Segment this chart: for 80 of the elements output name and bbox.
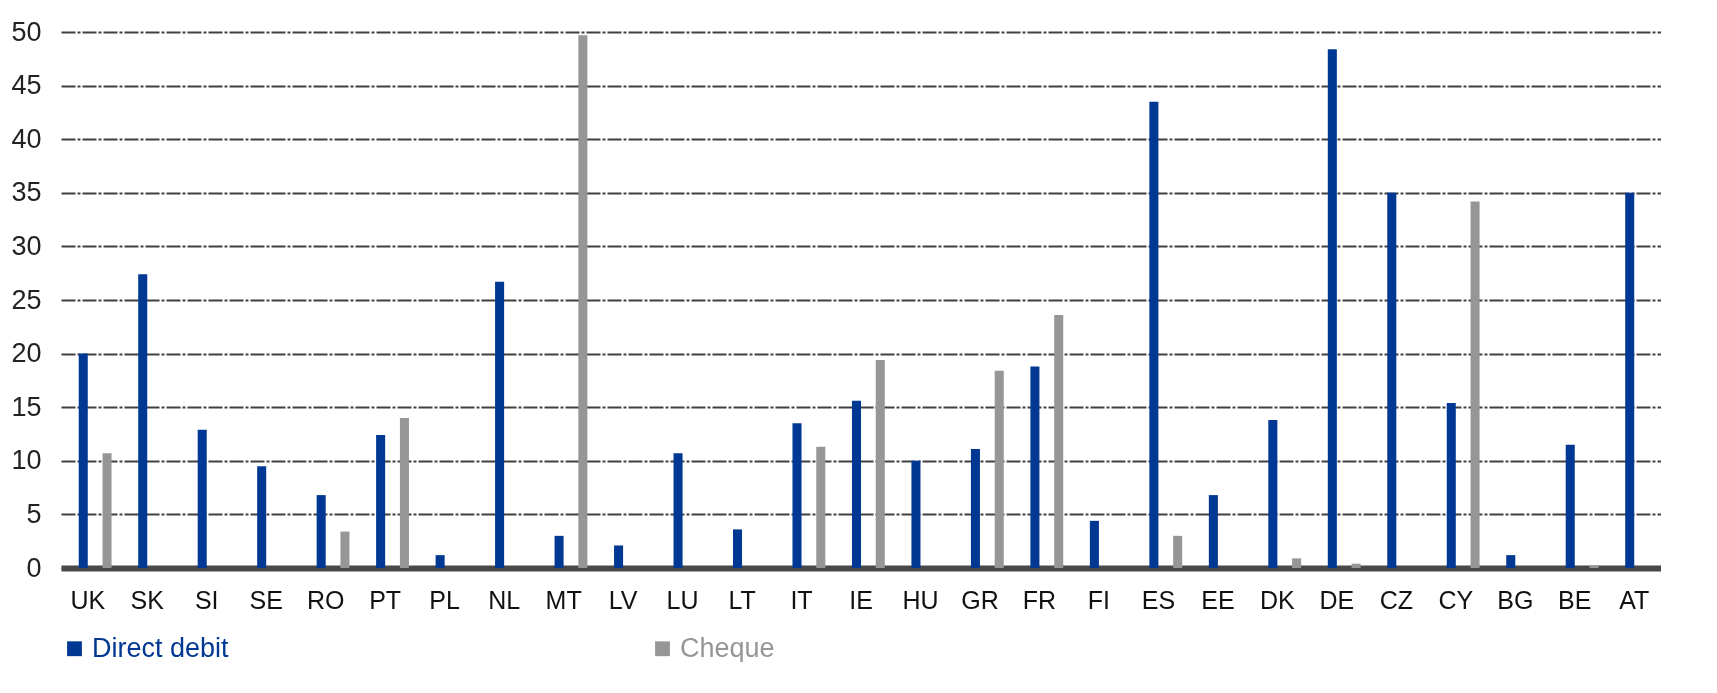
bar	[970, 449, 980, 568]
y-tick-label: 35	[11, 177, 42, 208]
bar	[733, 529, 743, 568]
bar	[78, 353, 88, 568]
bar	[1089, 520, 1099, 568]
x-tick-label: DK	[1259, 585, 1296, 614]
bar	[316, 495, 326, 568]
bar	[1625, 192, 1635, 568]
y-tick-label: 15	[11, 391, 42, 422]
bar	[792, 423, 802, 568]
bar	[1506, 555, 1516, 568]
bar	[1446, 402, 1456, 568]
y-tick-label: 40	[11, 123, 42, 154]
x-tick-label: ES	[1141, 585, 1176, 614]
bar	[1030, 366, 1040, 568]
bar	[102, 453, 112, 568]
y-tick-label: 50	[11, 16, 42, 47]
bar	[1327, 49, 1337, 568]
bar	[435, 555, 445, 568]
bar	[994, 370, 1004, 568]
x-tick-label: IT	[790, 585, 813, 614]
bar	[1054, 315, 1064, 568]
bar	[376, 435, 386, 568]
x-tick-label: PL	[429, 585, 461, 614]
x-tick-label: BG	[1497, 585, 1534, 614]
y-tick-label: 5	[26, 498, 42, 529]
x-tick-label: AT	[1619, 585, 1650, 614]
bar	[614, 545, 624, 568]
x-tick-label: FR	[1022, 585, 1057, 614]
x-tick-label: SK	[130, 585, 165, 614]
x-tick-label: NL	[488, 585, 521, 614]
x-tick-label: LU	[666, 585, 699, 614]
bar	[197, 429, 207, 568]
x-tick-label: FI	[1087, 585, 1111, 614]
bar	[1351, 563, 1361, 568]
y-tick-label: 20	[11, 338, 42, 369]
bar	[851, 400, 861, 568]
x-tick-label: CY	[1438, 585, 1474, 614]
bar	[1387, 192, 1397, 568]
y-tick-label: 0	[26, 552, 42, 583]
x-tick-label: HU	[902, 585, 939, 614]
x-tick-label: PT	[369, 585, 402, 614]
bar	[1173, 535, 1183, 568]
bar	[340, 531, 350, 568]
bar	[1470, 201, 1480, 568]
bar	[1589, 565, 1599, 568]
x-tick-label: IE	[849, 585, 873, 614]
x-tick-label: CZ	[1379, 585, 1413, 614]
x-tick-label: DE	[1319, 585, 1355, 614]
bar	[816, 446, 826, 568]
bar	[1149, 101, 1159, 568]
y-tick-label: 30	[11, 230, 42, 261]
x-tick-label: BE	[1558, 585, 1592, 614]
x-tick-label: LT	[728, 585, 756, 614]
legend-label: Cheque	[680, 632, 775, 663]
bar	[1292, 558, 1302, 568]
x-tick-label: GR	[961, 585, 999, 614]
y-tick-label: 10	[11, 445, 42, 476]
x-tick-label: LV	[608, 585, 638, 614]
x-tick-label: RO	[306, 585, 345, 614]
x-tick-label: EE	[1201, 585, 1235, 614]
bar	[1208, 495, 1218, 568]
y-tick-label: 25	[11, 284, 42, 315]
bar	[673, 453, 683, 568]
bar	[1565, 444, 1575, 568]
bar	[495, 281, 505, 568]
x-tick-label: SI	[194, 585, 219, 614]
bar	[1268, 420, 1278, 568]
bar	[911, 460, 921, 568]
y-tick-label: 45	[11, 70, 42, 101]
bar	[578, 35, 588, 568]
bar	[554, 535, 564, 568]
legend-label: Direct debit	[92, 632, 230, 663]
bar	[138, 274, 148, 568]
x-tick-label: SE	[249, 585, 283, 614]
x-tick-label: UK	[70, 585, 106, 614]
bar	[875, 360, 885, 568]
bar	[257, 466, 267, 568]
bar	[399, 417, 409, 568]
x-tick-label: MT	[545, 585, 582, 614]
